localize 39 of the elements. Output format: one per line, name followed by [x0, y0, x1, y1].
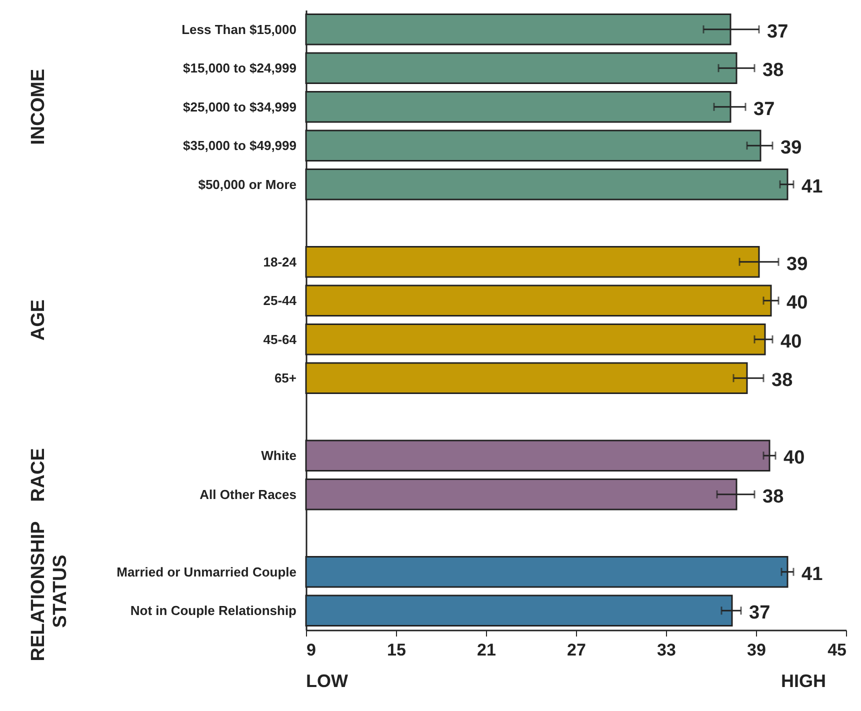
- text: LOW: [306, 671, 348, 691]
- y-tick-label: White: [261, 448, 296, 464]
- data-label: 40: [780, 331, 802, 352]
- text: HIGH: [781, 671, 826, 691]
- data-label: 41: [802, 564, 824, 585]
- text: RELATIONSHIP STATUS: [28, 520, 71, 662]
- y-tick-label: 25-44: [263, 293, 298, 308]
- x-tick-label: 27: [567, 640, 586, 660]
- data-label: 40: [784, 448, 805, 469]
- data-label: 38: [772, 370, 793, 392]
- y-tick-label: $25,000 to $34,999: [183, 99, 296, 114]
- y-tick-label: 65+: [274, 370, 297, 386]
- data-label: 41: [802, 176, 824, 198]
- text: INCOME: [28, 68, 49, 145]
- y-tick-label: $15,000 to $24,999: [183, 60, 296, 76]
- y-tick-label: $50,000 or More: [198, 176, 296, 192]
- x-tick-label: 21: [477, 640, 496, 660]
- data-label: 39: [780, 138, 802, 159]
- y-tick-label: 45-64: [263, 332, 298, 347]
- y-tick-label: $35,000 to $49,999: [183, 138, 296, 154]
- x-tick-label: 33: [657, 640, 676, 660]
- x-tick-label: 9: [306, 640, 316, 660]
- text: AGE: [28, 299, 49, 341]
- x-tick-label: 45: [828, 640, 846, 660]
- data-label: 37: [749, 602, 770, 624]
- data-label: 37: [754, 98, 775, 120]
- y-tick-label: All Other Races: [200, 486, 296, 502]
- text: RACE: [28, 448, 49, 502]
- data-label: 40: [786, 292, 808, 314]
- y-tick-label: Married or Unmarried Couple: [116, 564, 296, 580]
- y-tick-label: Less Than $15,000: [182, 22, 296, 37]
- data-label: 37: [767, 21, 788, 42]
- data-label: 38: [762, 60, 784, 82]
- y-tick-label: Not in Couple Relationship: [130, 603, 297, 618]
- y-tick-label: 18-24: [263, 254, 298, 270]
- x-tick-label: 15: [387, 640, 406, 660]
- data-label: 39: [786, 254, 808, 275]
- data-label: 38: [762, 486, 784, 508]
- x-tick-label: 39: [747, 640, 766, 660]
